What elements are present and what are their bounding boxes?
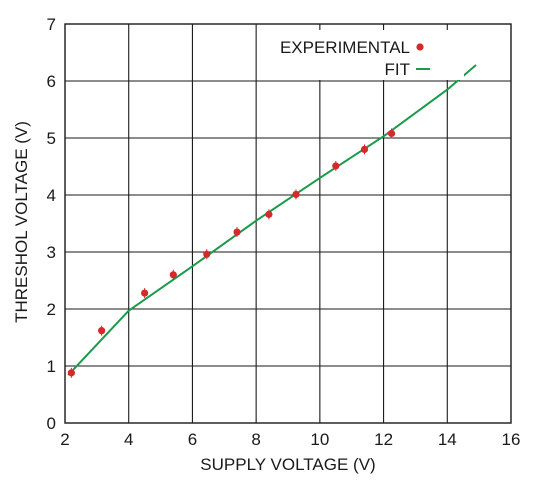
x-tick-label: 6	[188, 430, 197, 449]
x-tick-label: 8	[251, 430, 260, 449]
legend-background	[262, 30, 464, 80]
data-point	[332, 162, 340, 170]
x-tick-label: 16	[502, 430, 521, 449]
y-tick-label: 0	[47, 414, 56, 433]
y-tick-label: 2	[47, 300, 56, 319]
data-point	[292, 190, 300, 199]
grid	[65, 24, 511, 423]
y-tick-label: 6	[47, 72, 56, 91]
data-point	[169, 271, 177, 279]
x-tick-label: 4	[124, 430, 133, 449]
legend: EXPERIMENTAL FIT	[262, 30, 464, 80]
x-tick-label: 2	[60, 430, 69, 449]
data-point	[67, 369, 75, 377]
y-axis-title: THRESHOL VOLTAGE (V)	[12, 121, 31, 323]
data-point	[387, 129, 396, 138]
data-point	[360, 145, 369, 153]
fit-line	[67, 64, 477, 376]
data-point	[265, 210, 273, 218]
legend-label-experimental: EXPERIMENTAL	[280, 38, 410, 57]
x-axis-title: SUPPLY VOLTAGE (V)	[200, 455, 375, 474]
y-tick-label: 5	[47, 129, 56, 148]
y-tick-label: 1	[47, 357, 56, 376]
plot-frame	[64, 23, 512, 424]
x-tick-label: 10	[310, 430, 329, 449]
x-tick-label: 12	[374, 430, 393, 449]
experimental-series	[67, 128, 396, 378]
legend-label-fit: FIT	[385, 60, 411, 79]
x-tick-label: 14	[438, 430, 457, 449]
y-tick-label: 3	[47, 243, 56, 262]
data-point	[141, 289, 149, 297]
fit-series	[67, 64, 477, 376]
data-point	[203, 250, 211, 258]
legend-marker-experimental	[416, 43, 424, 51]
y-tick-label: 7	[47, 15, 56, 34]
data-point	[98, 327, 106, 335]
data-point	[233, 228, 241, 236]
y-tick-label: 4	[47, 186, 56, 205]
